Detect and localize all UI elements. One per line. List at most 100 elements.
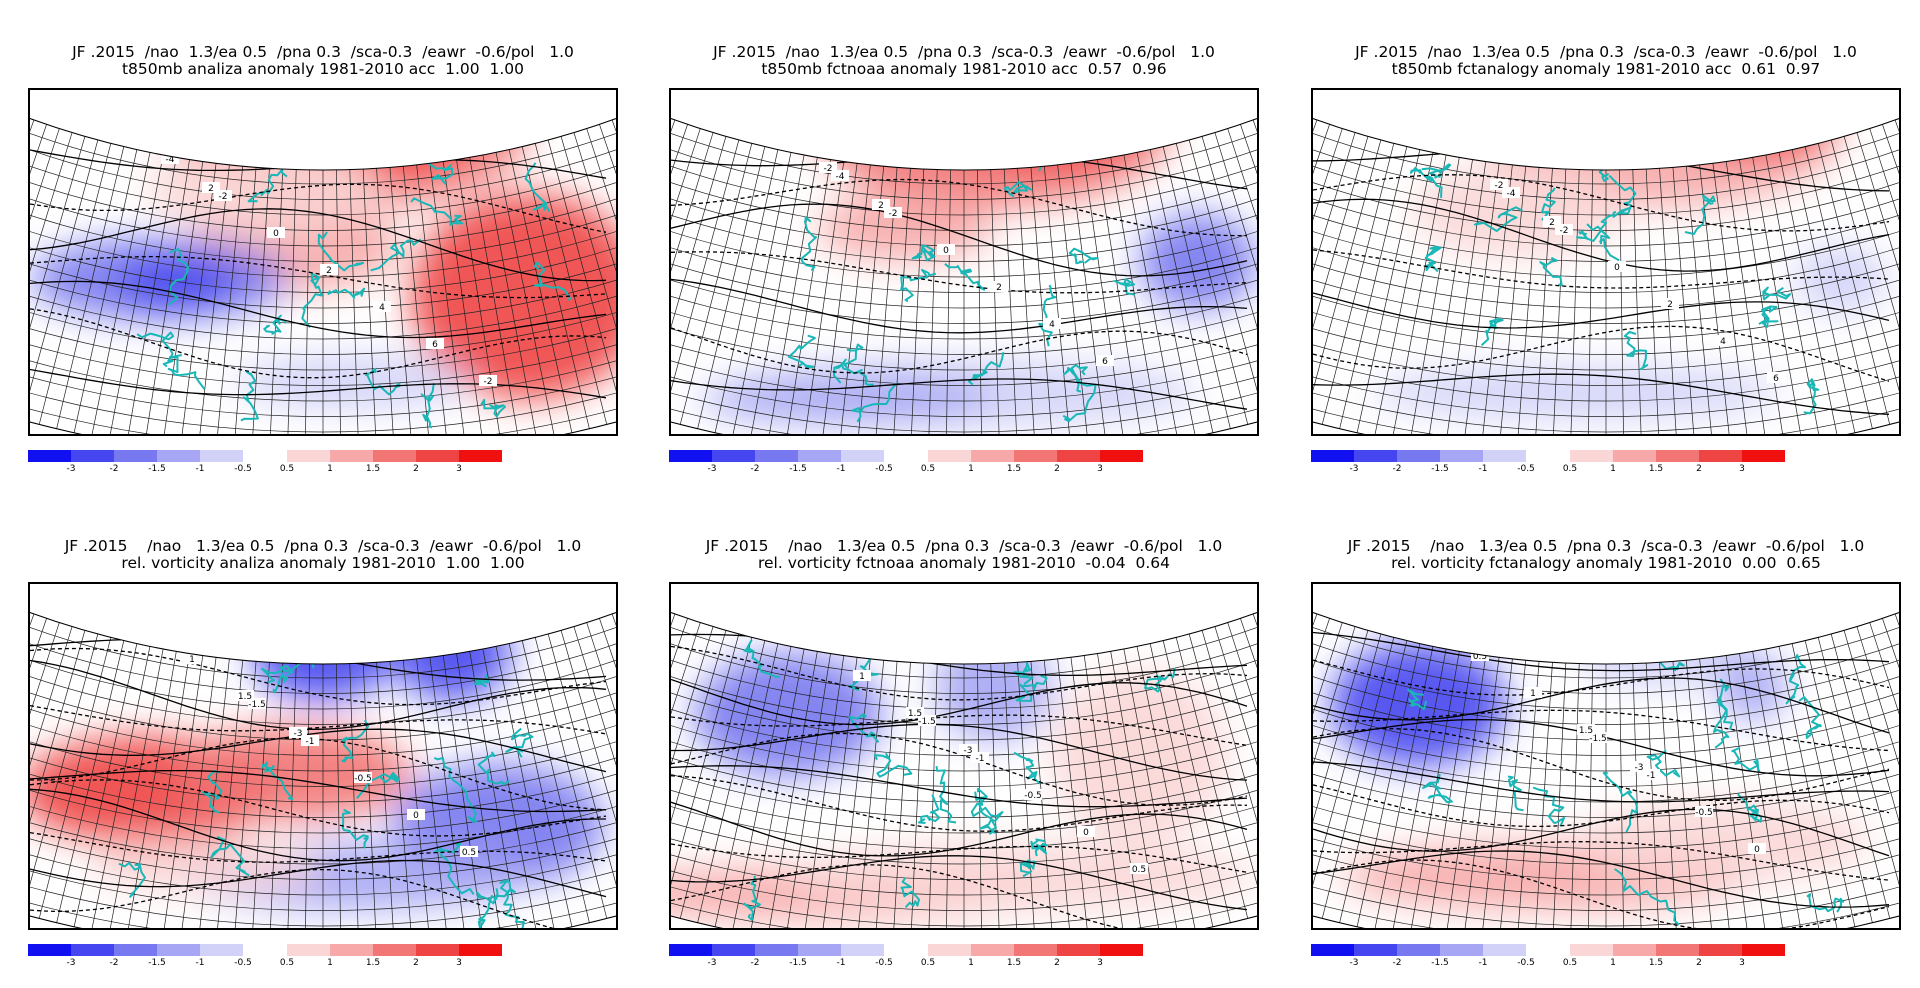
contour-lines (30, 638, 607, 928)
colorbar-tick-label: 2 (1696, 958, 1702, 968)
contour-label-bg (884, 207, 902, 218)
contour-line (30, 779, 607, 837)
colorbar-tick-label: -3 (1349, 464, 1359, 474)
map-domain-outline (30, 611, 616, 928)
colorbar-tick-label: 1 (1610, 958, 1616, 968)
colorbar-tick-label: 1 (968, 958, 974, 968)
contour-line (30, 208, 607, 282)
contour-label-bg (214, 190, 232, 201)
colorbar-swatch (287, 944, 330, 956)
colorbar-tick-label: 3 (1097, 958, 1103, 968)
panel-title-line-2: rel. vorticity fctnoaa anomaly 1981-2010… (757, 554, 1171, 572)
contour-label-bg (937, 244, 955, 255)
colorbar-swatch (1057, 944, 1100, 956)
contour-label: -2 (1560, 226, 1569, 236)
colorbar: -3 -2 -1.5 -1 -0.5 0.5 1 1.5 2 3 (1311, 944, 1901, 968)
colorbar-swatch (200, 450, 243, 462)
contour-line (30, 368, 607, 399)
colorbar-swatch (1311, 450, 1354, 462)
contour-label: 1 (189, 655, 195, 665)
contour-label-bg (831, 170, 849, 181)
colorbar-swatch (1311, 944, 1354, 956)
contour-label-bg (267, 227, 285, 238)
contour-line (671, 843, 1248, 873)
colorbar-tick-label: 1.5 (1006, 464, 1022, 474)
contour-label: -1 (976, 754, 985, 764)
contour-line (30, 859, 607, 898)
contour-line (671, 801, 1248, 857)
contour-label-bg (479, 375, 497, 386)
panel-title-line-1: JF .2015 /nao 1.3/ea 0.5 /pna 0.3 /sca-0… (64, 537, 582, 555)
colorbar-swatch (1397, 450, 1440, 462)
map-domain-outline (1313, 117, 1899, 434)
colorbar-swatch (1742, 944, 1785, 956)
colorbar: -3 -2 -1.5 -1 -0.5 0.5 1 1.5 2 3 (669, 944, 1259, 968)
contour-lines (1313, 631, 1890, 928)
colorbar-swatch (669, 450, 712, 462)
colorbar-swatch (1354, 450, 1397, 462)
contour-label: 0.5 (1132, 865, 1146, 875)
contour-label-bg (971, 752, 989, 763)
contour-label-bg (289, 727, 307, 738)
colorbar-tick-label: 2 (1054, 464, 1060, 474)
contour-line (1313, 659, 1890, 696)
colorbar-swatch (798, 450, 841, 462)
colorbar-swatch (416, 944, 459, 956)
colorbar-swatch (1014, 944, 1057, 956)
colorbar-tick-label: 3 (456, 958, 462, 968)
colorbar-tick-label: -0.5 (1517, 464, 1535, 474)
colorbar-tick-label: -2 (109, 958, 119, 968)
contour-label-bg (1767, 372, 1785, 383)
colorbar-tick-label: 1.5 (1006, 958, 1022, 968)
colorbar: -3 -2 -1.5 -1 -0.5 0.5 1 1.5 2 3 (28, 450, 618, 474)
colorbar-tick-label: -2 (109, 464, 119, 474)
contour-label-bg (1024, 789, 1042, 800)
colorbar-tick-label: 2 (413, 464, 419, 474)
panel-title-line-1: JF .2015 /nao 1.3/ea 0.5 /pna 0.3 /sca-0… (713, 43, 1215, 61)
contour-label-bg (1630, 761, 1648, 772)
contour-label-bg (1490, 179, 1508, 190)
colorbar-swatch (1354, 944, 1397, 956)
colorbar-swatch (1613, 450, 1656, 462)
contour-label: -4 (836, 172, 845, 182)
colorbar-swatch (1483, 450, 1526, 462)
contour-label: 2 (1549, 218, 1555, 228)
colorbar-tick-label: -1.5 (789, 958, 807, 968)
map-frame: -1.5 -1 -0.5 0 0.5 1 1.5 -3 (1311, 582, 1901, 930)
colorbar-tick-label: -3 (707, 958, 717, 968)
panel-title-line-2: rel. vorticity analiza anomaly 1981-2010… (121, 554, 525, 572)
contour-label: -1 (306, 737, 315, 747)
colorbar-swatch (71, 450, 114, 462)
colorbar-tick-label: 0.5 (1562, 464, 1578, 474)
contour-label: 2 (878, 201, 884, 211)
contour-label-bg (1471, 650, 1489, 661)
contour-label: 0.5 (462, 848, 476, 858)
map-frame: -4 -2 0 2 4 6 -2 2 (1311, 88, 1901, 436)
contour-line (1313, 808, 1890, 857)
contour-line (30, 647, 607, 706)
colorbar-swatch (200, 944, 243, 956)
anomaly-shading (311, 90, 476, 166)
contour-label: 0 (273, 229, 279, 239)
map-panel-1: JF .2015 /nao 1.3/ea 0.5 /pna 0.3 /sca-0… (28, 44, 618, 484)
contour-line (30, 788, 606, 862)
contour-line (30, 183, 607, 233)
panel-title-line-1: JF .2015 /nao 1.3/ea 0.5 /pna 0.3 /sca-0… (1355, 43, 1857, 61)
contour-lines (30, 149, 607, 399)
contour-line (30, 659, 607, 730)
contour-line (1313, 784, 1890, 828)
contour-label: 6 (1102, 357, 1108, 367)
contour-line (30, 868, 607, 928)
contour-line (671, 251, 1248, 294)
panel-title-line-2: t850mb fctanalogy anomaly 1981-2010 acc … (1391, 60, 1821, 78)
colorbar-swatch (712, 944, 755, 956)
colorbar-swatch (1570, 450, 1613, 462)
colorbar-tick-label: 0.5 (279, 958, 295, 968)
colorbar-swatch (712, 450, 755, 462)
colorbar-tick-label: -1 (1478, 958, 1488, 968)
colorbar-swatch (416, 450, 459, 462)
colorbar-tick-label: 3 (1739, 958, 1745, 968)
